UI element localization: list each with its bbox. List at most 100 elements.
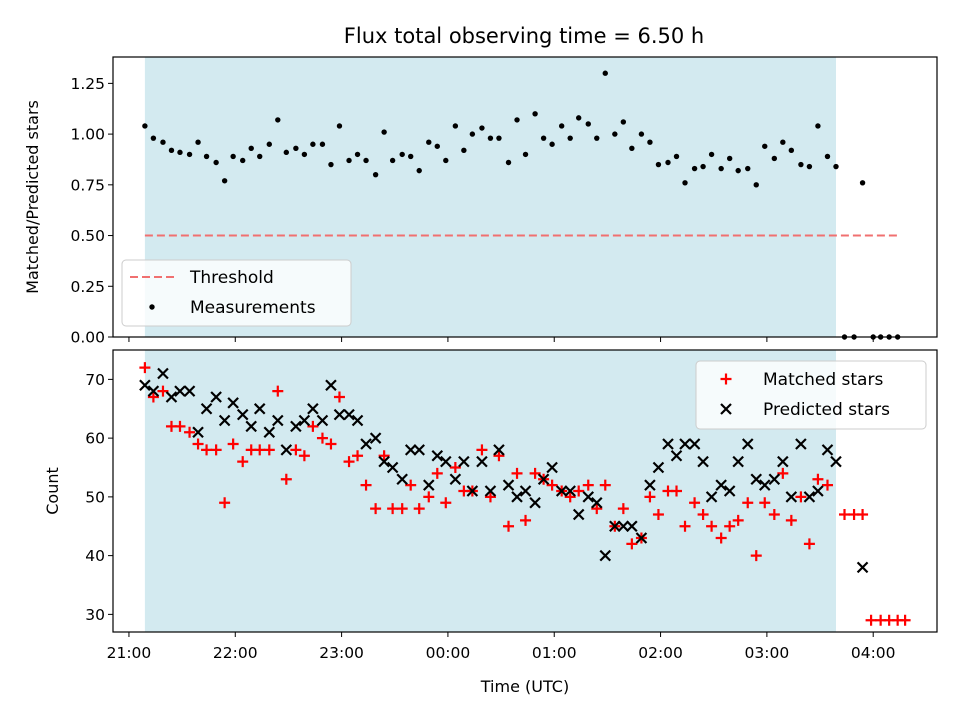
measurement-point (257, 153, 263, 160)
predicted-star-point (449, 473, 462, 486)
matched-star-point (157, 385, 169, 397)
measurement-point (426, 139, 432, 145)
predicted-star-point (679, 438, 691, 450)
matched-star-point (254, 444, 266, 456)
measurement-point (549, 141, 555, 147)
count-panel-frame (112, 349, 938, 633)
measurement-point (186, 151, 193, 158)
matched-star-point (431, 467, 443, 479)
measurement-point (168, 147, 175, 154)
predicted-star-point (758, 479, 771, 491)
measurement-point (771, 155, 778, 162)
matched-star-point (147, 391, 159, 403)
predicted-star-point (662, 438, 674, 450)
measurement-point (682, 180, 688, 186)
measurement-point (594, 135, 600, 141)
predicted-star-point (750, 473, 763, 486)
predicted-star-point (157, 367, 169, 380)
matched-star-point (298, 450, 310, 462)
matched-star-point (626, 538, 638, 550)
measurement-point (806, 163, 813, 170)
matched-star-point (219, 497, 231, 509)
ratio-panel: 0.00 0.25 0.50 0.75 1.00 1.25 Matched/Predict… (23, 56, 938, 347)
predicted-star-point (741, 438, 754, 450)
predicted-star-point (821, 444, 834, 456)
matched-star-point (599, 479, 611, 491)
measurement-point (301, 151, 308, 158)
predicted-star-point (290, 420, 302, 433)
matched-star-point (857, 509, 869, 520)
ratio-y-tick-label: 0.75 (70, 176, 105, 194)
predicted-star-point (697, 455, 709, 468)
matched-star-point (511, 467, 523, 479)
predicted-star-point (307, 402, 319, 415)
predicted-star-point (263, 426, 276, 439)
matched-star-point (272, 385, 284, 397)
predicted-star-point (493, 444, 505, 456)
matched-star-point (715, 532, 727, 544)
measurement-point (647, 139, 653, 145)
count-y-tick-label: 40 (85, 547, 105, 565)
count-x-tick-label: 03:00 (745, 644, 790, 662)
matched-star-point (689, 497, 701, 509)
measurement-point (762, 143, 768, 149)
measurement-point (221, 178, 228, 184)
matched-star-point (546, 479, 558, 491)
predicted-star-point (404, 444, 417, 456)
count-x-tick-label: 21:00 (107, 644, 152, 662)
predicted-star-point (333, 408, 346, 421)
measurement-point (240, 157, 246, 164)
matched-star-point (316, 432, 328, 444)
matched-star-point (493, 450, 505, 462)
measurement-point (203, 153, 210, 160)
predicted-star-point (165, 391, 178, 403)
chart-title: Flux total observing time = 6.50 h (344, 24, 704, 48)
predicted-star-point (582, 491, 595, 503)
measurement-point (248, 145, 254, 152)
matched-star-point (201, 444, 213, 456)
matched-star-point (449, 462, 461, 473)
measurement-point (389, 157, 396, 164)
legend-threshold-label: Threshold (189, 268, 274, 288)
predicted-star-point (298, 414, 311, 427)
ratio-y-tick-label: 0.25 (70, 278, 105, 296)
legend-matched-label: Matched stars (763, 370, 883, 390)
predicted-star-point (413, 444, 425, 456)
matched-star-point (706, 520, 718, 532)
matched-star-point (440, 497, 452, 509)
measurement-point (479, 125, 485, 131)
count-x-tick-label: 23:00 (319, 644, 364, 662)
matched-star-point (325, 438, 337, 450)
measurement-point (780, 139, 786, 145)
count-y-tick-label: 50 (85, 488, 105, 506)
matched-star-point (582, 479, 594, 491)
matched-star-point (724, 520, 736, 532)
predicted-star-point (546, 461, 558, 474)
matched-star-point (333, 391, 345, 403)
matched-star-point (671, 485, 683, 497)
matched-star-point (370, 503, 382, 515)
measurement-point (815, 123, 821, 129)
predicted-star-point (139, 379, 151, 392)
matched-star-point (520, 514, 532, 526)
predicted-star-point (351, 414, 364, 427)
measurement-point (293, 145, 299, 152)
measurement-point (833, 163, 839, 170)
predicted-star-point (626, 520, 638, 533)
ratio-panel-frame (112, 56, 938, 338)
measurement-point (469, 131, 476, 137)
legend-predicted-label: Predicted stars (763, 400, 890, 420)
predicted-star-point (343, 408, 355, 421)
measurement-point (735, 167, 741, 174)
matched-star-point (237, 456, 249, 468)
predicted-star-point (396, 473, 408, 486)
ratio-y-tick-label: 1.25 (70, 75, 105, 93)
measurement-point (665, 159, 671, 166)
predicted-star-point (777, 455, 789, 468)
measurement-point (505, 159, 512, 166)
legend-measurement-swatch (149, 304, 155, 310)
predicted-star-point (723, 485, 736, 497)
predicted-star-point (715, 479, 727, 491)
matched-star-point (617, 503, 629, 515)
